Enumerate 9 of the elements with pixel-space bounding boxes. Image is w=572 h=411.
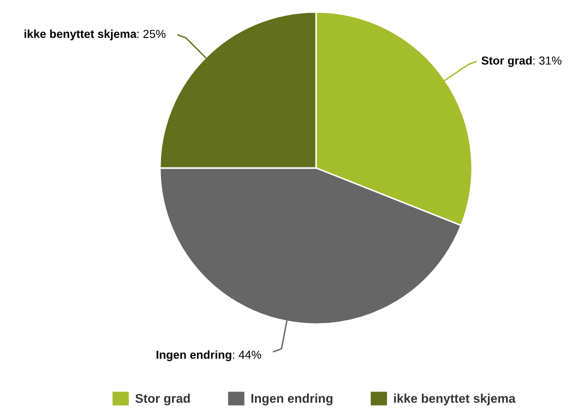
legend-label: Stor grad — [135, 394, 190, 406]
slice-label: Stor grad — [482, 56, 532, 67]
data-label: : 44% — [233, 350, 262, 359]
data-label: : 31% — [533, 56, 562, 65]
legend-label: Ingen endring — [251, 394, 332, 406]
slice-label: Ingen endring — [156, 350, 232, 362]
data-label: : 25% — [137, 30, 166, 38]
slice-label: ikke benyttet skjema — [24, 30, 137, 40]
legend-label: ikke benyttet skjema — [394, 394, 516, 406]
